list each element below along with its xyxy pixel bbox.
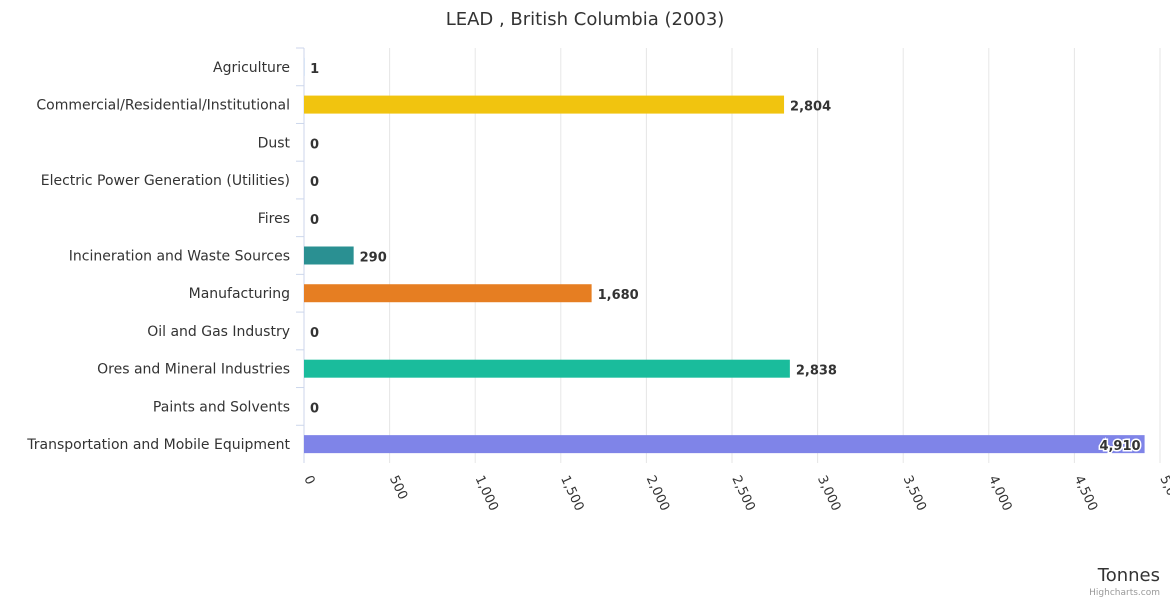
data-label: 2,838 [796, 364, 837, 379]
bar[interactable] [304, 246, 354, 265]
credits-link[interactable]: Highcharts.com [1089, 588, 1160, 598]
data-label: 0 [310, 213, 319, 228]
category-label: Fires [258, 211, 290, 227]
x-tick-label: 2,500 [728, 473, 757, 513]
category-label: Oil and Gas Industry [147, 324, 290, 340]
value-axis-title: Tonnes [1097, 565, 1160, 586]
bar[interactable] [304, 95, 785, 114]
category-label: Transportation and Mobile Equipment [26, 437, 290, 453]
data-label: 1,680 [598, 288, 639, 303]
category-label: Electric Power Generation (Utilities) [41, 173, 290, 189]
data-label: 290 [360, 251, 387, 266]
category-label: Commercial/Residential/Institutional [36, 98, 290, 114]
bar[interactable] [304, 359, 790, 378]
x-tick-label: 3,000 [814, 473, 843, 513]
x-axis-ticks: 0 500 1,000 1,500 2,000 2,500 3,000 3,500 4,000 4… [300, 473, 1170, 513]
x-tick-label: 2,000 [643, 473, 672, 513]
data-label: 4,910 [1099, 439, 1140, 454]
x-tick-label: 500 [386, 473, 410, 502]
bars [304, 57, 1145, 454]
category-label: Ores and Mineral Industries [97, 362, 290, 378]
x-tick-label: 5,000 [1156, 473, 1170, 513]
x-tick-label: 1,000 [472, 473, 501, 513]
chart-title: LEAD , British Columbia (2003) [446, 9, 725, 30]
data-label: 0 [310, 175, 319, 190]
category-label: Dust [258, 135, 291, 151]
category-label: Paints and Solvents [153, 399, 290, 415]
category-labels: Agriculture Commercial/Residential/Instit… [26, 60, 290, 453]
data-label: 2,804 [790, 100, 831, 115]
x-tick-label: 0 [300, 473, 317, 487]
data-labels: 1 2,804 0 0 0 290 1,680 0 2,838 0 4,910 [310, 62, 1142, 456]
data-label: 0 [310, 401, 319, 416]
x-tick-label: 1,500 [557, 473, 586, 513]
data-label: 0 [310, 326, 319, 341]
data-label: 1 [310, 62, 319, 77]
gridlines [296, 47, 1161, 463]
category-label: Manufacturing [189, 286, 290, 302]
x-tick-label: 3,500 [900, 473, 929, 513]
x-tick-label: 4,500 [1071, 473, 1100, 513]
data-label: 0 [310, 137, 319, 152]
bar[interactable] [304, 284, 592, 303]
x-tick-label: 4,000 [985, 473, 1014, 513]
category-label: Agriculture [213, 60, 290, 76]
bar[interactable] [304, 435, 1145, 454]
category-label: Incineration and Waste Sources [69, 249, 290, 265]
